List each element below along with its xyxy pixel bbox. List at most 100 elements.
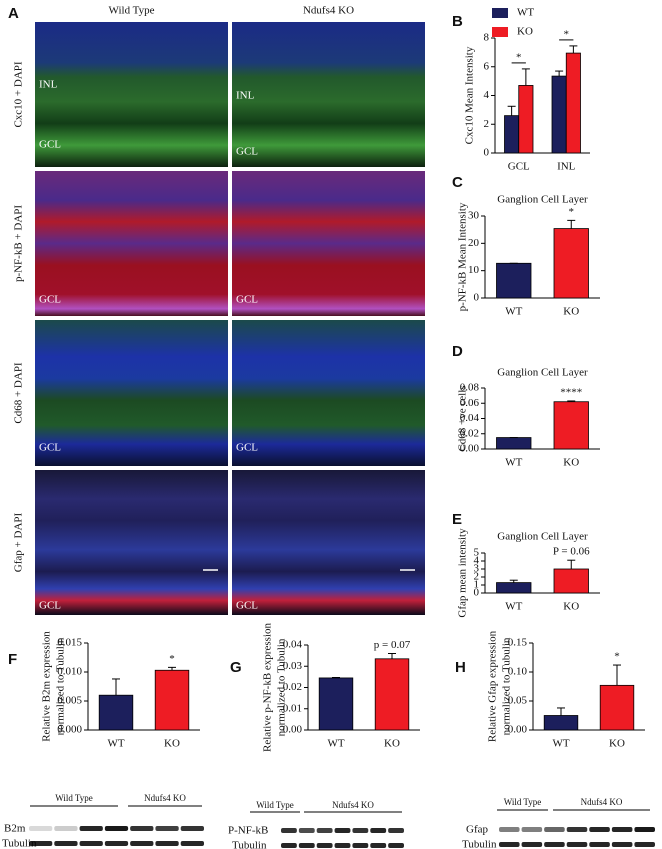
blot-band <box>79 841 103 846</box>
y-axis-label: p-NF-kB Mean Intensity <box>457 202 469 311</box>
bar <box>543 715 579 731</box>
y-tick-label: 0.03 <box>283 660 303 672</box>
blot-group-label: Ndufs4 KO <box>332 800 374 810</box>
x-tick-label: WT <box>107 738 124 750</box>
blot-band <box>634 842 655 847</box>
blot-band <box>388 843 404 848</box>
y-tick-label: 0 <box>474 587 480 599</box>
significance-label: * <box>516 51 522 63</box>
row-label: Cxc10 + DAPI <box>13 61 25 127</box>
chart-title: Ganglion Cell Layer <box>497 194 588 206</box>
overlay-label: INL <box>236 90 255 102</box>
blot-band <box>352 828 369 833</box>
micrograph <box>35 470 228 615</box>
blot-group-label: Ndufs4 KO <box>144 793 186 803</box>
blot-band <box>130 841 154 846</box>
significance-label: **** <box>560 386 582 398</box>
y-tick-label: 0.010 <box>57 666 82 678</box>
x-tick-label: INL <box>557 161 576 173</box>
y-tick-label: 0.00 <box>460 443 480 455</box>
panel-label: D <box>452 343 463 360</box>
blot-band <box>611 827 633 832</box>
micrograph <box>232 320 425 466</box>
overlay-label: GCL <box>236 146 258 158</box>
micrograph <box>35 171 228 316</box>
blot-band <box>521 842 543 847</box>
overlay-label: GCL <box>236 600 258 612</box>
blot-band <box>499 827 520 832</box>
error-bar <box>613 664 621 686</box>
blot-band <box>281 828 297 833</box>
y-tick-label: 0.06 <box>460 397 480 409</box>
y-tick-label: 20 <box>468 237 480 249</box>
legend-label: KO <box>517 26 533 38</box>
x-tick-label: GCL <box>508 161 530 173</box>
blot-group-label: Ndufs4 KO <box>581 797 623 807</box>
y-tick-label: 2 <box>474 571 480 583</box>
x-tick-label: WT <box>505 306 522 318</box>
y-tick-label: 2 <box>484 118 490 130</box>
blot-band <box>29 841 53 846</box>
bar <box>551 75 567 154</box>
micrograph <box>232 171 425 316</box>
y-axis-label: Relative Gfap expression <box>487 630 499 742</box>
x-tick-label: KO <box>563 601 579 613</box>
error-bar <box>388 653 396 659</box>
blot-band <box>104 826 129 831</box>
blot-band <box>155 841 179 846</box>
y-tick-label: 0.005 <box>57 695 82 707</box>
overlay-label: GCL <box>39 294 61 306</box>
overlay-label: GCL <box>39 600 61 612</box>
chart-title: Ganglion Cell Layer <box>497 531 588 543</box>
micrograph <box>232 470 425 615</box>
y-tick-label: 5 <box>474 547 480 559</box>
significance-label: p = 0.07 <box>374 639 411 651</box>
error-bar <box>567 400 576 402</box>
panel-label: A <box>8 5 19 22</box>
significance-label: * <box>614 651 620 663</box>
panel-label: H <box>455 659 466 676</box>
overlay-label: GCL <box>39 139 61 151</box>
error-bar <box>509 579 518 583</box>
y-axis-label: normalized to Tubulin <box>276 638 288 736</box>
y-tick-label: 3 <box>474 563 480 575</box>
x-tick-label: WT <box>505 601 522 613</box>
y-tick-label: 0 <box>484 147 490 159</box>
blot-band <box>155 826 179 831</box>
y-tick-label: 0 <box>474 292 480 304</box>
x-tick-label: WT <box>327 738 344 750</box>
micrograph <box>35 22 228 167</box>
y-tick-label: 6 <box>484 60 490 72</box>
row-label: Cd68 + DAPI <box>13 362 25 424</box>
bar <box>599 684 635 731</box>
blot-band <box>104 841 129 846</box>
y-tick-label: 0.02 <box>283 681 302 693</box>
x-tick-label: KO <box>609 738 625 750</box>
significance-label: P = 0.06 <box>553 546 590 558</box>
overlay-label: GCL <box>39 442 61 454</box>
blot-band <box>388 828 404 833</box>
y-tick-label: 4 <box>484 89 490 101</box>
y-tick-label: 0.00 <box>508 724 528 736</box>
blot-band <box>29 826 53 831</box>
micrograph <box>232 22 425 167</box>
blot-row-label: Tubulin <box>462 839 497 849</box>
bar <box>553 401 589 450</box>
y-tick-label: 1 <box>474 579 480 591</box>
blot-band <box>544 842 565 847</box>
error-bar <box>557 707 565 716</box>
blot-band <box>521 827 543 832</box>
bar <box>553 228 589 299</box>
y-tick-label: 0.15 <box>508 637 528 649</box>
y-tick-label: 0.02 <box>460 427 479 439</box>
blot-band <box>54 841 78 846</box>
significance-label: * <box>564 28 570 40</box>
error-bar <box>555 70 564 77</box>
blot-band <box>334 828 351 833</box>
blot-band <box>334 843 351 848</box>
panel-label: G <box>230 659 242 676</box>
blot-band <box>370 843 387 848</box>
blot-row-label: Tubulin <box>232 840 267 849</box>
y-axis-label: Gfap mean intensity <box>457 528 469 618</box>
overlay-label: GCL <box>236 294 258 306</box>
